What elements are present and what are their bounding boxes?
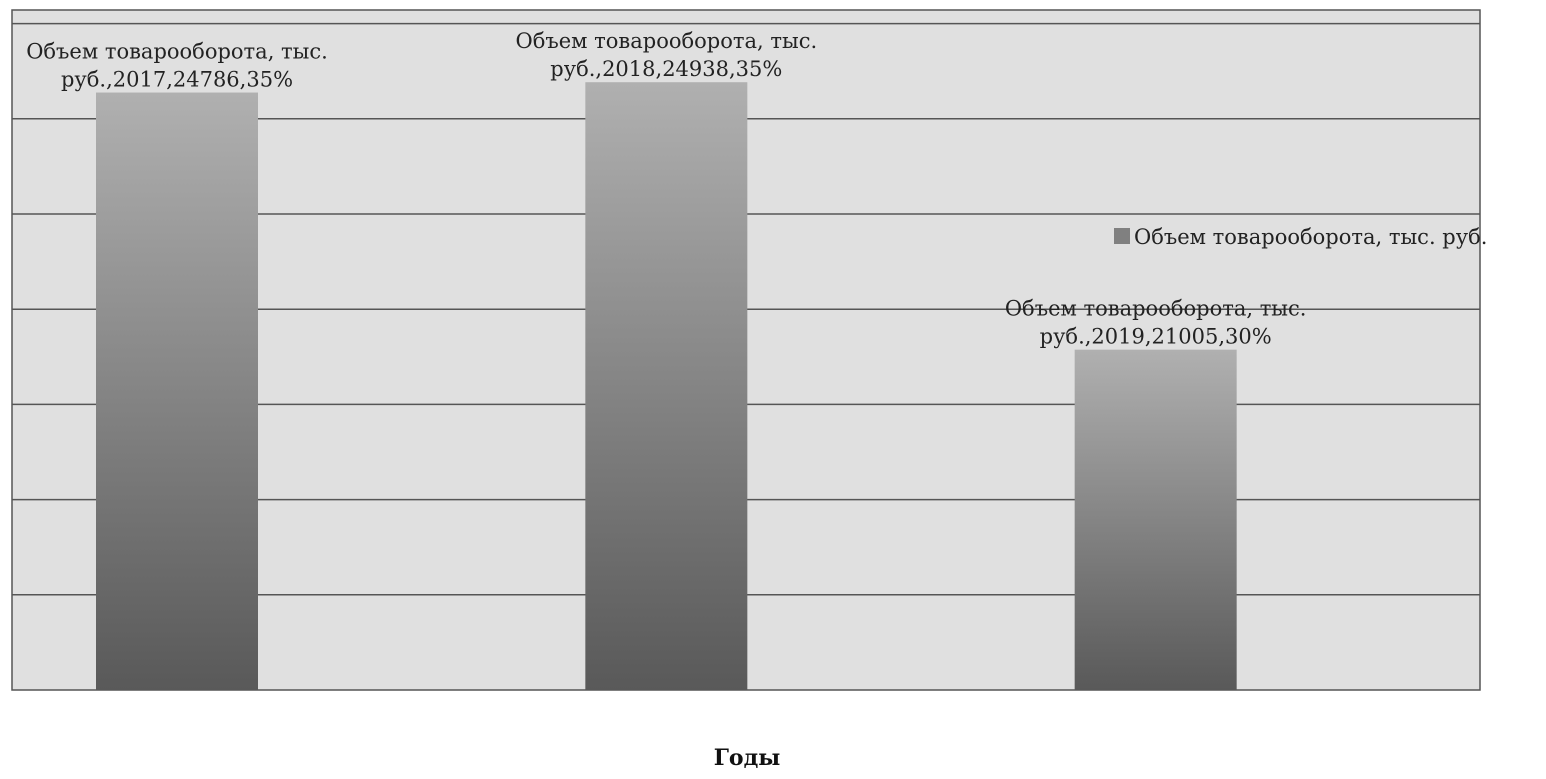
bar-2018 — [585, 82, 748, 690]
data-label-2019: Объем товарооборота, тыс. руб.,2019,21005… — [1005, 297, 1307, 349]
legend-marker — [1114, 228, 1130, 244]
legend: Объем товарооборота, тыс. руб. — [1114, 225, 1487, 249]
x-axis-title: Годы — [713, 745, 781, 771]
legend-label: Объем товарооборота, тыс. руб. — [1134, 225, 1487, 249]
data-label-2018: Объем товарооборота, тыс. руб.,2018,24938… — [516, 29, 818, 81]
data-label-2017: Объем товарооборота, тыс. руб.,2017,24786… — [26, 40, 328, 92]
data-labels: Объем товарооборота, тыс. руб.,2017,24786… — [26, 29, 1306, 348]
bars — [96, 82, 1237, 690]
bar-2019 — [1074, 349, 1237, 690]
bar-2017 — [96, 92, 258, 690]
